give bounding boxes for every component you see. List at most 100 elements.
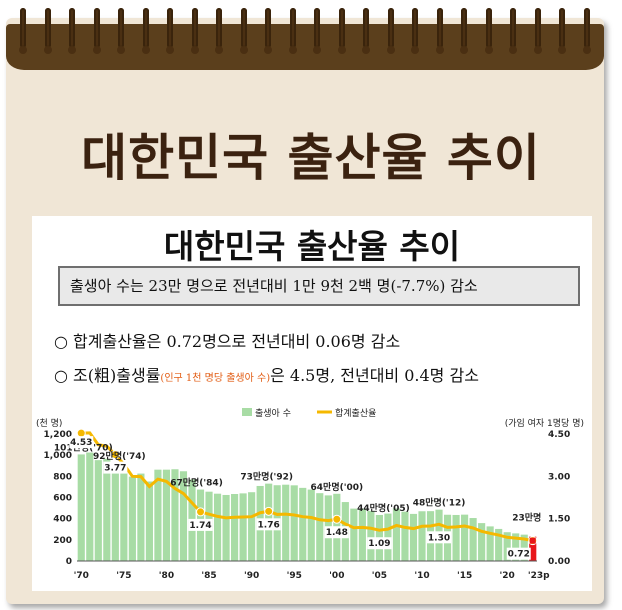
fertility-point xyxy=(264,506,274,516)
fertility-point xyxy=(332,514,342,524)
bar xyxy=(529,536,537,561)
bar xyxy=(418,511,426,561)
bar xyxy=(503,532,511,561)
fertility-point xyxy=(76,428,86,438)
binding-ring-icon xyxy=(582,8,591,54)
birth-count-label: 92만명('74) xyxy=(93,450,146,462)
rate-label-bg xyxy=(69,436,94,449)
bar xyxy=(154,469,162,561)
bar xyxy=(248,492,256,561)
birth-count-label: 44만명('05) xyxy=(357,502,410,514)
binding-ring-icon xyxy=(386,8,395,54)
binding-ring-icon xyxy=(558,8,566,54)
bullet2-tail: 은 4.5명, 전년대비 0.4명 감소 xyxy=(270,366,479,385)
bar xyxy=(469,518,477,561)
x-tick-label: '20 xyxy=(500,571,515,581)
bar xyxy=(171,469,179,561)
binding-ring-icon xyxy=(215,8,223,54)
right-tick-label: 3.00 xyxy=(548,472,570,482)
bar xyxy=(231,494,239,561)
bar xyxy=(145,481,153,561)
legend-bar-swatch xyxy=(242,408,252,416)
right-axis-unit: (가임 여자 1명당 명) xyxy=(505,417,584,429)
birth-count-label: 67만명('84) xyxy=(170,477,223,489)
binding-ring-icon xyxy=(68,8,76,54)
binding-ring-icon xyxy=(460,8,468,54)
latest-rate-marker xyxy=(529,537,536,544)
banner-title: 대한민국 출산율 추이 xyxy=(81,129,541,187)
x-tick-label: '95 xyxy=(287,571,302,581)
bar xyxy=(103,458,111,561)
bar xyxy=(179,471,188,561)
bar xyxy=(316,493,324,561)
birth-count-label: 23만명 xyxy=(512,512,541,524)
x-tick-label: '15 xyxy=(457,571,472,581)
bar xyxy=(239,493,247,561)
left-tick-label: 200 xyxy=(53,536,72,546)
bar xyxy=(213,493,222,561)
bar xyxy=(452,514,460,561)
fertility-point xyxy=(110,450,120,460)
bar xyxy=(495,528,503,561)
right-tick-label: 4.50 xyxy=(548,430,570,440)
bar xyxy=(77,454,85,561)
bar xyxy=(86,452,94,561)
rate-label-bg xyxy=(103,461,128,474)
rate-label-bg xyxy=(367,537,392,550)
binding-ring-icon xyxy=(484,8,493,54)
bar xyxy=(367,510,375,561)
bar xyxy=(358,508,366,561)
left-tick-label: 800 xyxy=(53,472,72,482)
birth-count-label: 64만명('00) xyxy=(311,481,364,493)
birth-count-label: 48만명('12) xyxy=(413,497,466,509)
bar xyxy=(282,484,290,561)
legend-line-label: 합계출산율 xyxy=(335,407,376,419)
bar xyxy=(486,526,494,561)
binding-ring-icon xyxy=(411,8,419,54)
right-tick-label: 0.00 xyxy=(548,557,570,567)
rate-label-bg xyxy=(188,518,213,531)
binding-ring-icon xyxy=(43,8,52,54)
binding-ring-icon xyxy=(141,8,150,54)
binding-ring-icon xyxy=(117,8,125,54)
left-tick-label: 400 xyxy=(53,515,72,525)
bar xyxy=(350,508,358,561)
bar xyxy=(111,463,119,561)
bar xyxy=(512,533,520,561)
binding-ring-icon xyxy=(362,8,370,54)
notebook-binding-bar xyxy=(6,24,604,70)
binding-ring-icon xyxy=(92,8,101,54)
binding-ring-icon xyxy=(533,8,542,54)
bar xyxy=(299,487,307,561)
x-tick-label: '90 xyxy=(244,571,259,581)
fertility-rate-label: 1.09 xyxy=(368,539,390,549)
bullet2-lead: ○ 조(粗)출생률 xyxy=(54,366,161,385)
birth-chart: (천 명) 0 200 400 600 800 1,000 1,200 (가임 여자 1명당 명… xyxy=(36,407,584,581)
bullet-crude-birth-rate: ○ 조(粗)출생률(인구 1천 명당 출생아 수)은 4.5명, 전년대비 0.… xyxy=(54,362,479,386)
x-tick-label: '70 xyxy=(74,571,89,581)
bar xyxy=(128,476,136,561)
bar xyxy=(392,508,401,561)
summary-box: 출생아 수는 23만 명으로 전년대비 1만 9천 2백 명(-7.7%) 감소 xyxy=(58,266,580,306)
fertility-rate-label: 0.72 xyxy=(508,550,530,560)
binding-ring-icon xyxy=(337,8,346,54)
x-tick-label: '23p xyxy=(528,571,550,581)
bar xyxy=(222,494,230,561)
fertility-point xyxy=(196,507,206,517)
binding-ring-icon xyxy=(313,8,321,54)
bar xyxy=(120,468,128,561)
fertility-rate-label: 1.74 xyxy=(189,521,211,531)
right-tick-label: 1.50 xyxy=(548,515,570,525)
binding-ring-icon xyxy=(264,8,272,54)
bar xyxy=(461,514,469,561)
bar xyxy=(409,513,418,561)
bar xyxy=(290,485,298,561)
binding-ring-icon xyxy=(435,8,444,54)
fertility-rate-label: 4.53 xyxy=(70,438,92,448)
binding-ring-icon xyxy=(239,8,248,54)
bar xyxy=(94,460,102,561)
fertility-rate-label: 3.77 xyxy=(104,464,126,474)
rate-label-bg xyxy=(324,526,349,539)
left-axis-unit: (천 명) xyxy=(36,418,62,429)
